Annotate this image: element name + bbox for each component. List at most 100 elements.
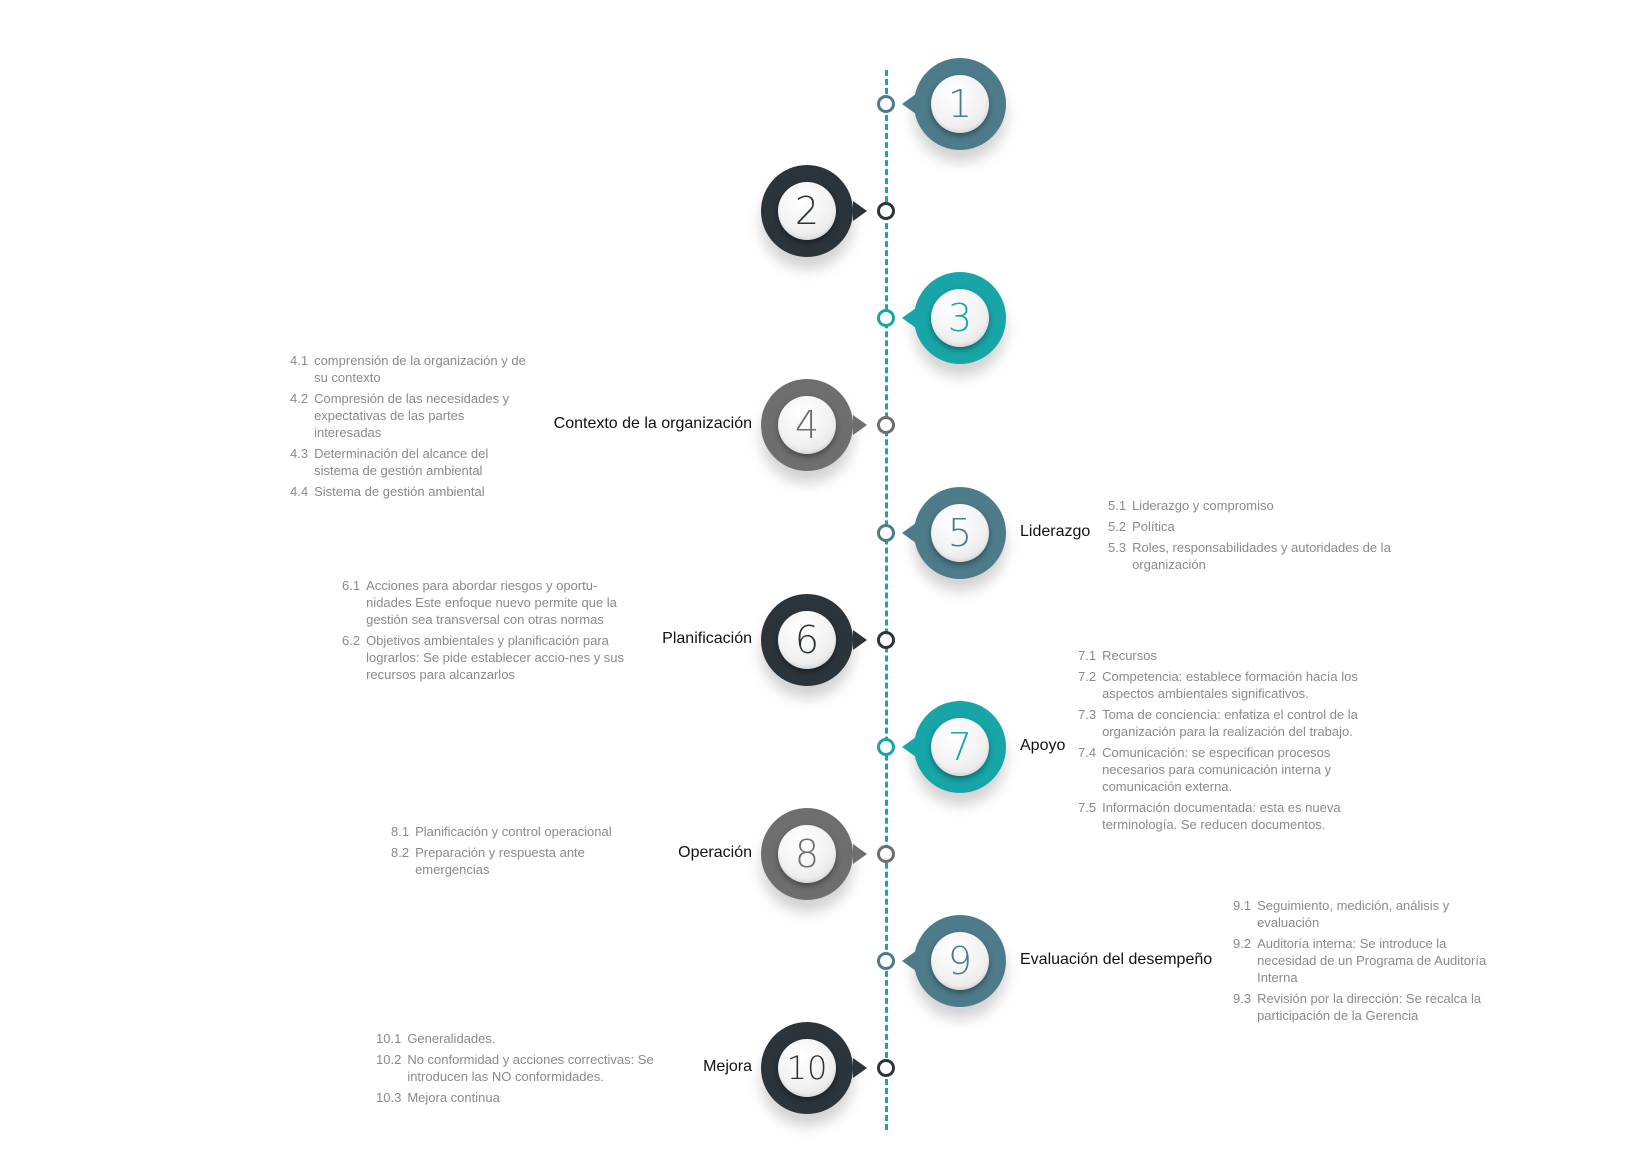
step-number: 1 xyxy=(931,75,989,133)
step-badge: 1 xyxy=(902,58,1006,150)
timeline-dot xyxy=(877,524,895,542)
step-title: Planificación xyxy=(662,630,752,647)
badge-pointer xyxy=(902,94,916,114)
step-2: 2 xyxy=(0,156,1652,266)
step-10: 10 Mejora xyxy=(0,1013,1652,1123)
list-item: 9.1 Seguimiento, medición, análisis y eva… xyxy=(1233,897,1498,931)
list-item: 7.4 Comunicación: se especifican procesos… xyxy=(1078,744,1378,795)
item-text: Sistema de gestión ambiental xyxy=(314,484,485,499)
step-number: 8 xyxy=(778,825,836,883)
step-4-items: 4.1 comprensión de la organización y de s… xyxy=(290,352,530,504)
list-item: 8.2 Preparación y respuesta ante emergenc… xyxy=(391,844,656,878)
item-text: Determinación del alcance del sistema de… xyxy=(314,446,489,478)
item-text: Comunicación: se especifican procesos ne… xyxy=(1102,745,1332,794)
badge-pointer xyxy=(853,415,867,435)
step-9: 9 Evaluación del desempeño xyxy=(0,906,1652,1016)
item-text: Roles, responsabilidades y autoridades d… xyxy=(1132,540,1391,572)
step-badge: 9 xyxy=(902,915,1006,1007)
item-number: 10.2 xyxy=(376,1052,402,1067)
item-text: Toma de conciencia: enfatiza el control … xyxy=(1102,707,1358,739)
badge-pointer xyxy=(853,201,867,221)
step-1: 1 xyxy=(0,49,1652,159)
item-number: 5.2 xyxy=(1108,519,1127,534)
step-badge: 2 xyxy=(761,165,867,257)
item-text: Seguimiento, medición, análisis y evalua… xyxy=(1257,898,1450,930)
step-number: 4 xyxy=(778,396,836,454)
item-text: Política xyxy=(1132,519,1175,534)
timeline-axis xyxy=(885,70,888,1130)
item-text: Revisión por la dirección: Se recalca la… xyxy=(1257,991,1482,1023)
item-number: 7.5 xyxy=(1078,800,1097,815)
item-number: 10.3 xyxy=(376,1090,402,1105)
timeline-dot xyxy=(877,202,895,220)
item-number: 6.1 xyxy=(342,578,361,593)
step-title: Apoyo xyxy=(1020,737,1066,754)
item-number: 5.3 xyxy=(1108,540,1127,555)
item-text: Mejora continua xyxy=(407,1090,500,1105)
step-6-items: 6.1 Acciones para abordar riesgos y oport… xyxy=(342,577,627,687)
list-item: 10.2 No conformidad y acciones correctiva… xyxy=(376,1051,666,1085)
badge-pointer xyxy=(853,844,867,864)
item-text: No conformidad y acciones correctivas: S… xyxy=(407,1052,654,1084)
list-item: 4.3 Determinación del alcance del sistema… xyxy=(290,445,530,479)
list-item: 9.2 Auditoría interna: Se introduce la ne… xyxy=(1233,935,1498,986)
timeline-dot xyxy=(877,738,895,756)
item-number: 4.2 xyxy=(290,391,309,406)
list-item: 8.1 Planificación y control operacional xyxy=(391,823,656,840)
step-badge: 8 xyxy=(761,808,867,900)
item-text: Acciones para abordar riesgos y oportu-n… xyxy=(366,578,617,627)
item-number: 8.1 xyxy=(391,824,410,839)
step-badge: 10 xyxy=(761,1022,867,1114)
item-text: Liderazgo y compromiso xyxy=(1132,498,1274,513)
step-number: 9 xyxy=(931,932,989,990)
item-text: Compresión de las necesidades y expectat… xyxy=(314,391,510,440)
list-item: 6.1 Acciones para abordar riesgos y oport… xyxy=(342,577,627,628)
step-5-items: 5.1 Liderazgo y compromiso 5.2 Política 5.3 R… xyxy=(1108,497,1398,577)
badge-pointer xyxy=(902,951,916,971)
list-item: 7.3 Toma de conciencia: enfatiza el contr… xyxy=(1078,706,1378,740)
step-number: 10 xyxy=(778,1039,836,1097)
item-text: Generalidades. xyxy=(407,1031,496,1046)
badge-pointer xyxy=(853,1058,867,1078)
item-number: 5.1 xyxy=(1108,498,1127,513)
item-number: 4.3 xyxy=(290,446,309,461)
item-number: 9.2 xyxy=(1233,936,1252,951)
item-text: Información documentada: esta es nueva t… xyxy=(1102,800,1341,832)
item-text: comprensión de la organización y de su c… xyxy=(314,353,526,385)
item-number: 7.2 xyxy=(1078,669,1097,684)
item-number: 4.1 xyxy=(290,353,309,368)
item-number: 8.2 xyxy=(391,845,410,860)
step-title: Mejora xyxy=(703,1058,752,1075)
step-title: Contexto de la organización xyxy=(553,415,752,432)
item-text: Planificación y control operacional xyxy=(415,824,612,839)
list-item: 4.4 Sistema de gestión ambiental xyxy=(290,483,530,500)
item-number: 7.3 xyxy=(1078,707,1097,722)
step-badge: 6 xyxy=(761,594,867,686)
item-text: Objetivos ambientales y planificación pa… xyxy=(366,633,625,682)
list-item: 9.3 Revisión por la dirección: Se recalca… xyxy=(1233,990,1498,1024)
step-badge: 3 xyxy=(902,272,1006,364)
item-number: 7.4 xyxy=(1078,745,1097,760)
item-number: 7.1 xyxy=(1078,648,1097,663)
step-4: 4 Contexto de la organización xyxy=(0,370,1652,480)
step-8: 8 Operación xyxy=(0,799,1652,909)
timeline-dot xyxy=(877,309,895,327)
list-item: 5.1 Liderazgo y compromiso xyxy=(1108,497,1398,514)
list-item: 4.1 comprensión de la organización y de s… xyxy=(290,352,530,386)
item-number: 9.1 xyxy=(1233,898,1252,913)
step-3: 3 xyxy=(0,263,1652,373)
step-number: 6 xyxy=(778,611,836,669)
timeline-dot xyxy=(877,95,895,113)
step-title: Evaluación del desempeño xyxy=(1020,951,1213,968)
step-5: 5 Liderazgo xyxy=(0,478,1652,588)
step-7: 7 Apoyo xyxy=(0,692,1652,802)
step-6: 6 Planificación xyxy=(0,585,1652,695)
item-number: 6.2 xyxy=(342,633,361,648)
item-number: 4.4 xyxy=(290,484,309,499)
item-number: 9.3 xyxy=(1233,991,1252,1006)
step-badge: 4 xyxy=(761,379,867,471)
badge-pointer xyxy=(902,737,916,757)
item-text: Preparación y respuesta ante emergencias xyxy=(415,845,585,877)
step-number: 3 xyxy=(931,289,989,347)
